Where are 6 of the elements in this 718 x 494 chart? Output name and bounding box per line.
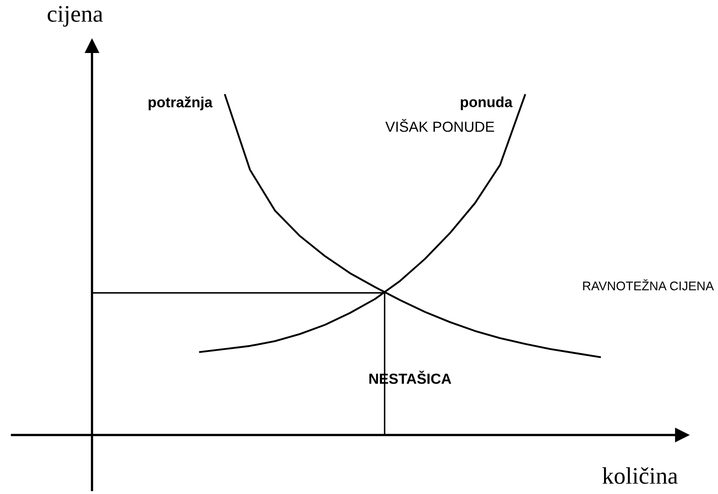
annotation: VIŠAK PONUDE — [385, 119, 494, 132]
y-axis-title: cijena — [48, 6, 103, 27]
x-axis-title: količina — [602, 467, 678, 484]
annotation: RAVNOTEŽNA CIJENA — [583, 279, 714, 290]
series-label: potražnja — [148, 96, 213, 110]
series-label: ponuda — [460, 96, 513, 110]
